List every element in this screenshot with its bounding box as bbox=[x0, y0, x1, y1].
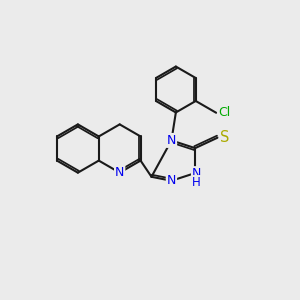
Text: S: S bbox=[220, 130, 229, 145]
Text: Cl: Cl bbox=[218, 106, 230, 119]
Text: N: N bbox=[115, 166, 124, 179]
Text: N: N bbox=[167, 174, 176, 187]
Text: H: H bbox=[192, 176, 201, 189]
Text: N: N bbox=[192, 167, 201, 180]
Text: N: N bbox=[167, 134, 176, 147]
